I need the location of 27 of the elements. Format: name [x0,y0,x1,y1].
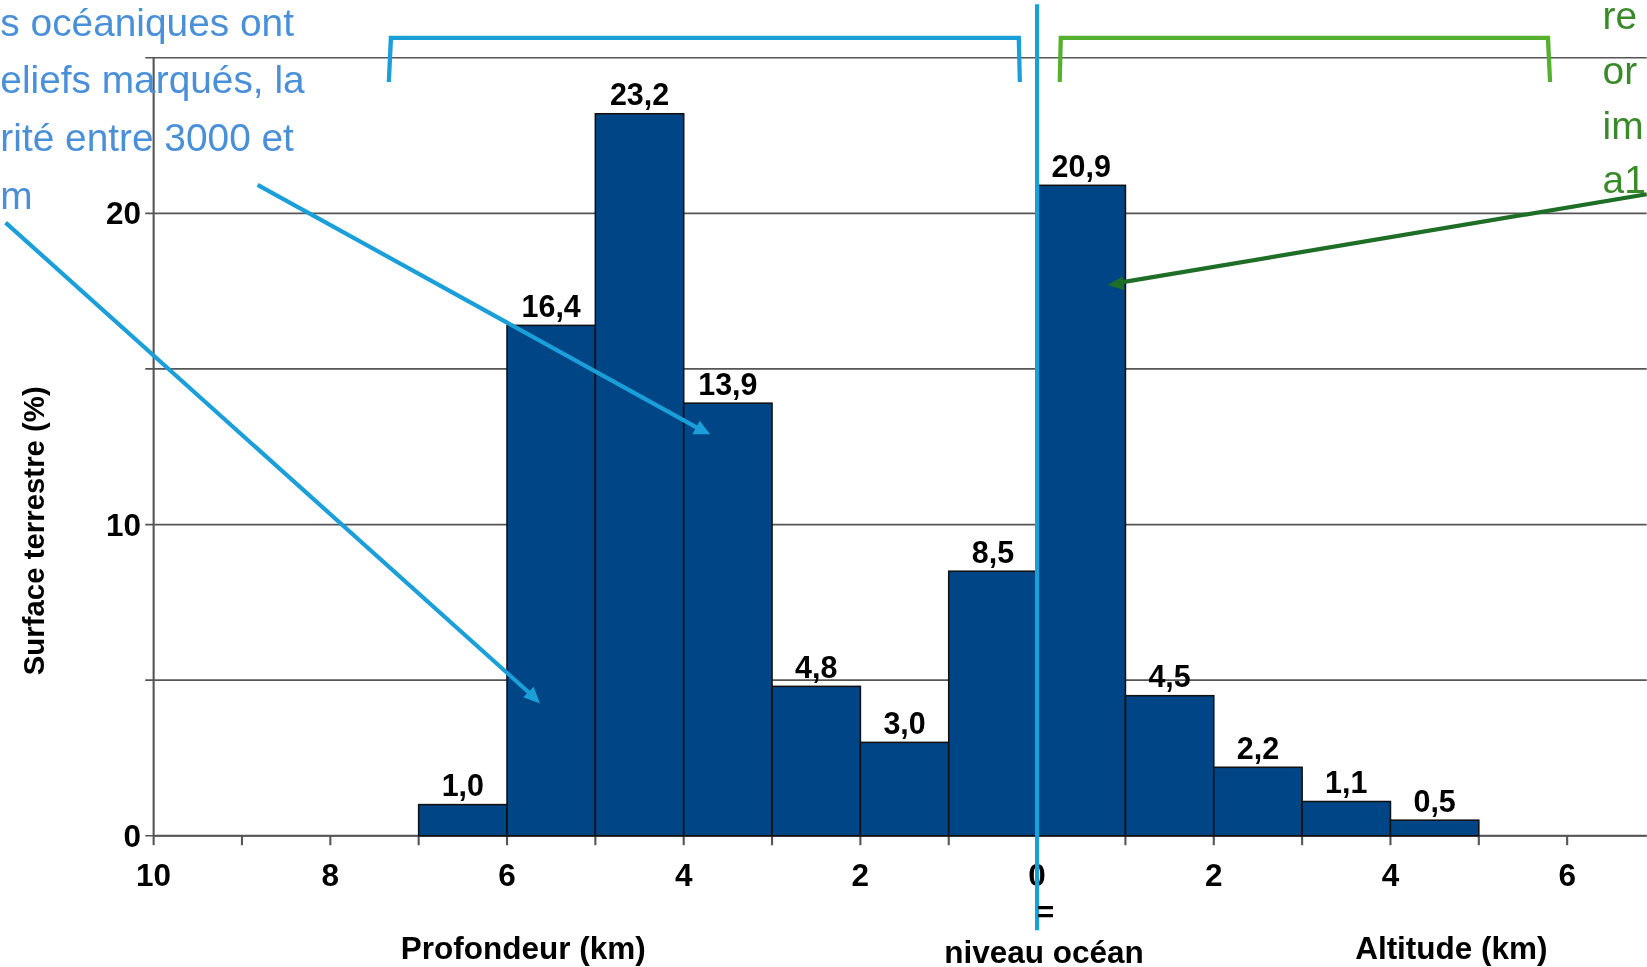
y-tick-label: 20 [106,195,142,232]
text: Altitude (km) [1355,929,1548,966]
data-label: 1,1 [1325,765,1368,800]
x-tick-label: 6 [1558,857,1576,894]
text: niveau océan [944,933,1144,967]
y-tick-label: 0 [123,817,142,854]
data-label: 2,2 [1236,730,1280,765]
data-label: 13,9 [698,366,758,401]
x-tick-label: 10 [136,857,172,894]
data-label: 23,2 [609,77,670,112]
x-tick-label: 4 [1381,857,1400,894]
data-label: 3,0 [883,706,926,740]
annotation: re or im a1 [1602,0,1646,202]
x-tick-label: 8 [321,857,340,894]
data-label: 8,5 [971,534,1015,569]
y-tick-label: 10 [106,506,142,543]
y-axis-title: Surface terrestre (%) [17,386,51,676]
data-label: 1,0 [441,768,484,803]
x-tick-label: 6 [498,857,516,894]
x-axis-title: Profondeur (km) [400,929,646,966]
x-tick-label: 4 [674,857,693,894]
x-tick-label: 2 [1205,857,1223,894]
data-label: 16,4 [521,288,581,323]
data-label: 20,9 [1051,148,1111,183]
data-label: 0,5 [1413,783,1456,818]
x-tick-label: 2 [851,857,870,894]
data-label: 4,8 [795,649,838,684]
